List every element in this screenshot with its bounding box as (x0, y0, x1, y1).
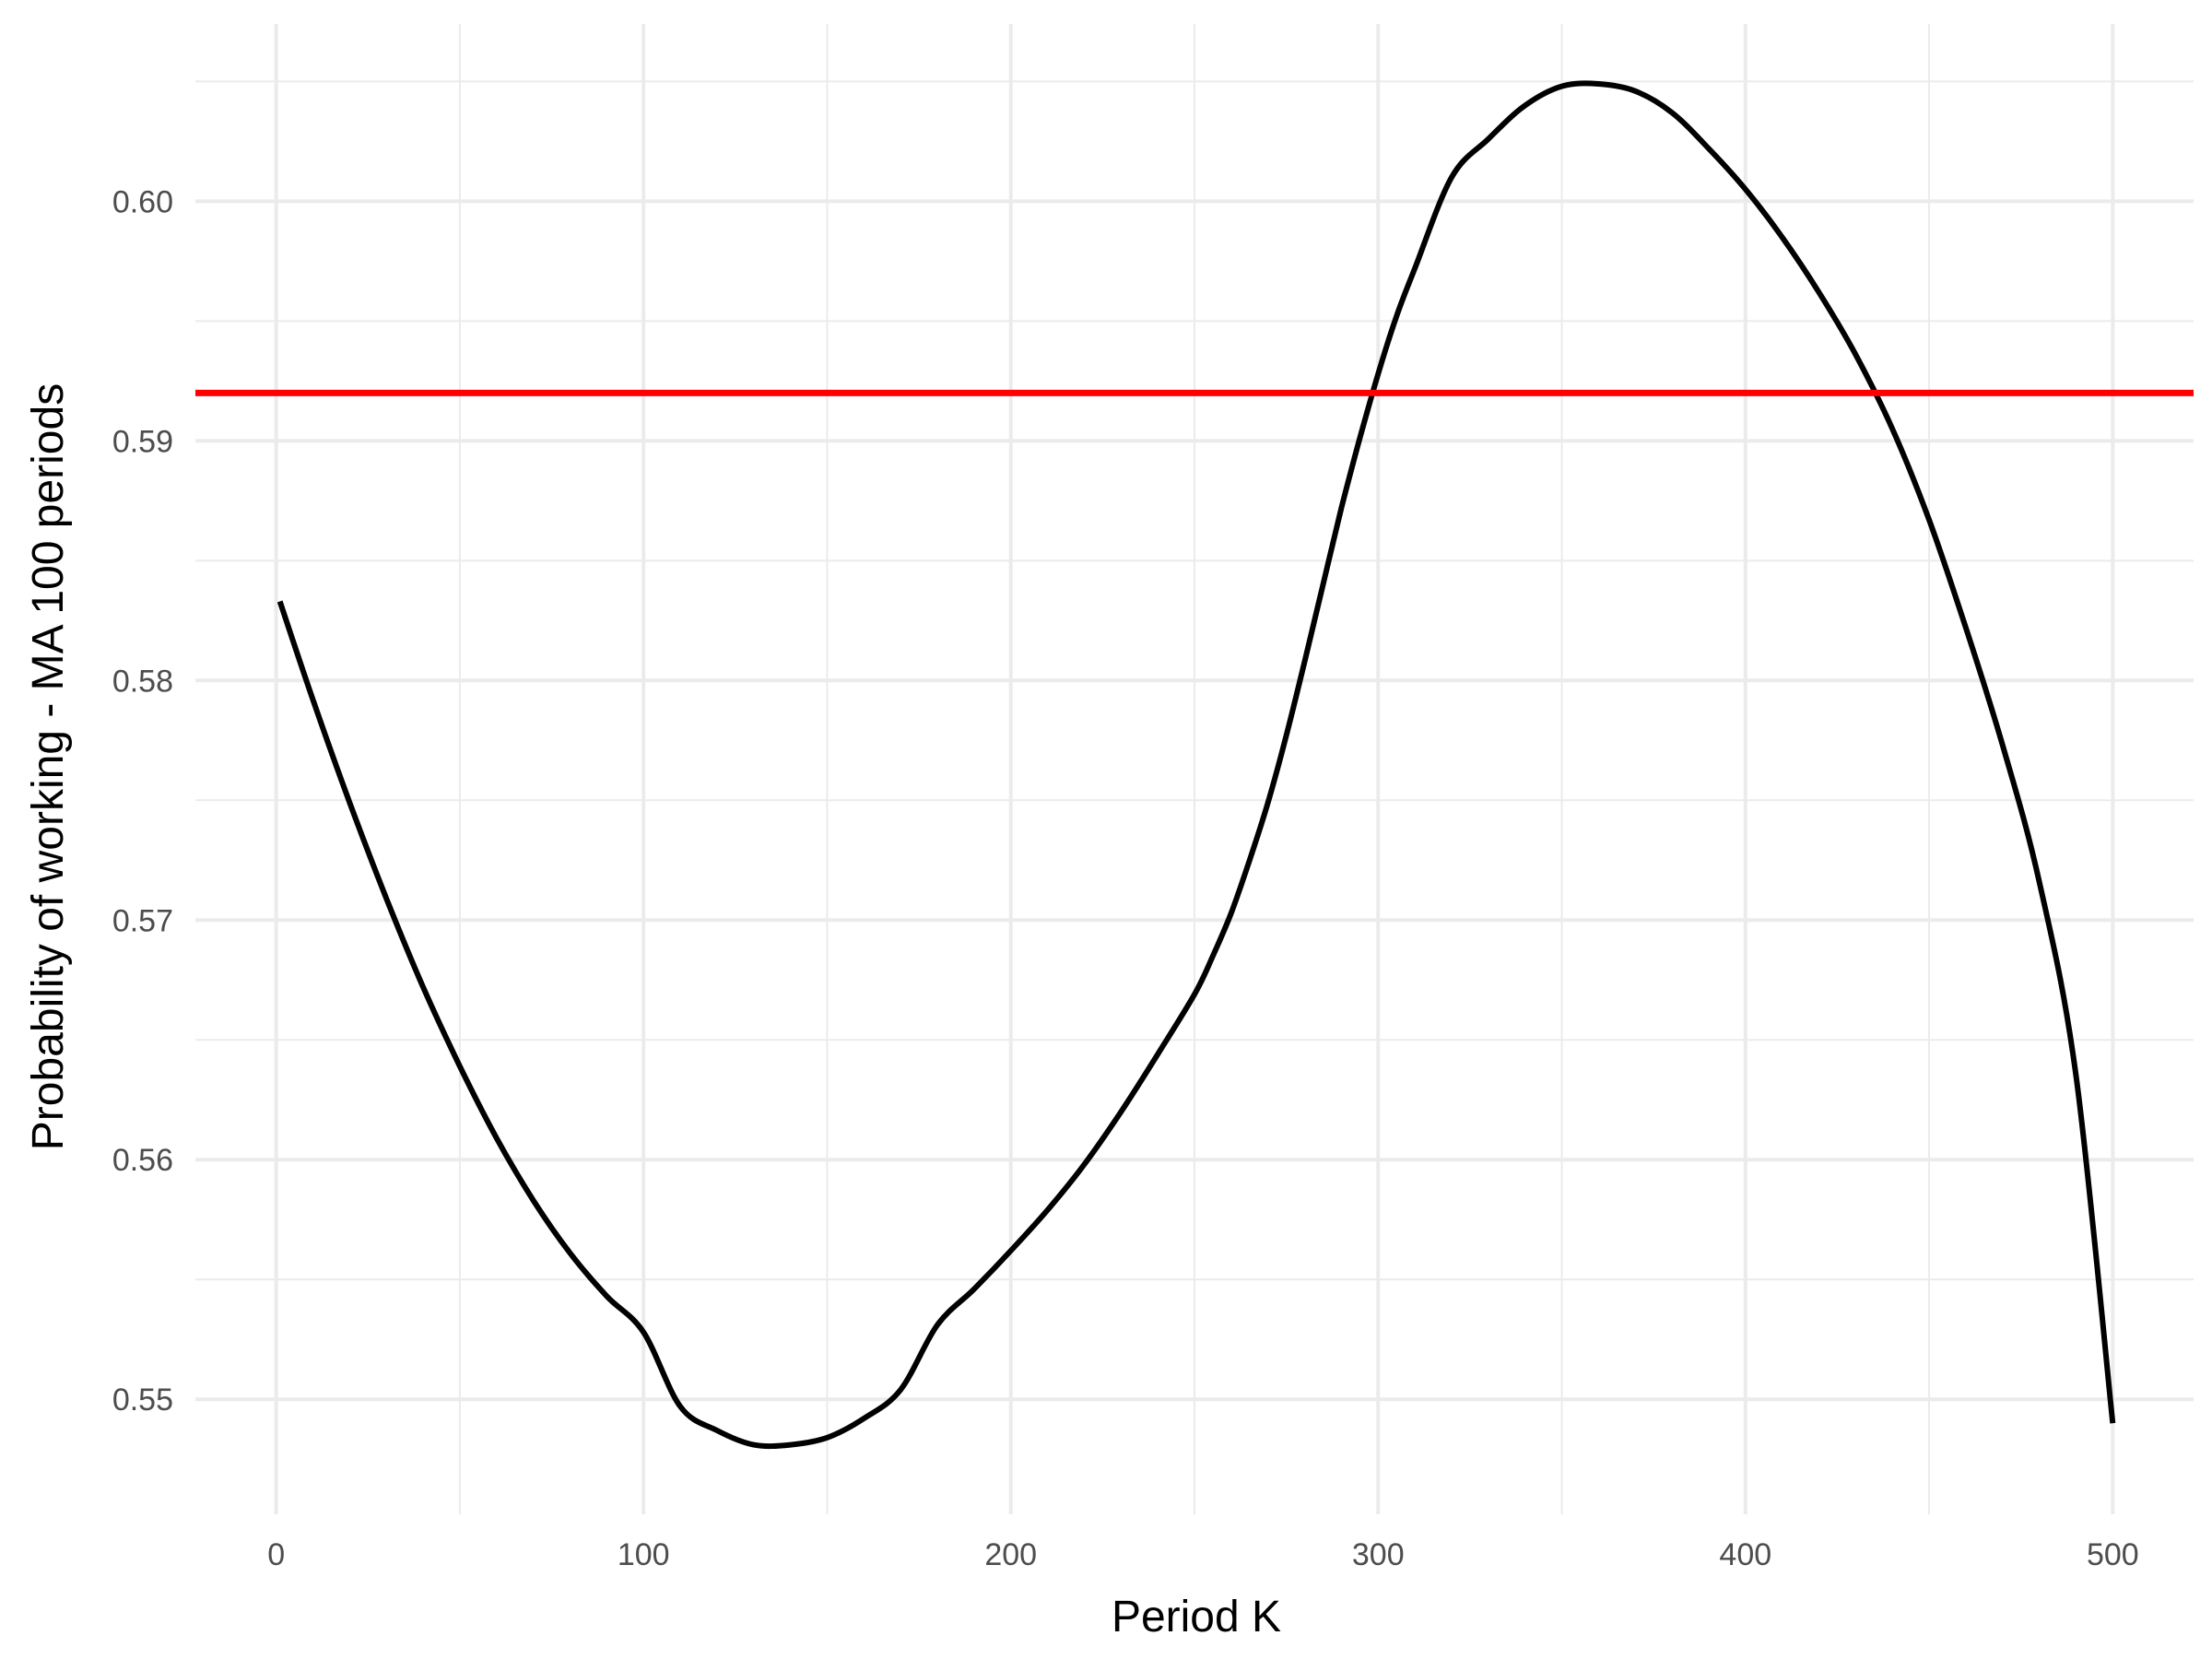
x-tick-label: 300 (1352, 1537, 1405, 1572)
grid (195, 24, 2194, 1514)
x-axis-title: Period K (1112, 1593, 1281, 1641)
x-tick-label: 400 (1719, 1537, 1771, 1572)
y-tick-label: 0.60 (112, 184, 173, 219)
y-axis-title: Probability of working - MA 100 periods (24, 383, 73, 1150)
series-line-probability (276, 80, 2116, 1450)
x-tick-label: 200 (984, 1537, 1037, 1572)
series-layer (195, 80, 2194, 1450)
x-tick-label: 100 (618, 1537, 670, 1572)
x-tick-label: 500 (2087, 1537, 2139, 1572)
y-tick-label: 0.58 (112, 664, 173, 699)
y-tick-label: 0.57 (112, 903, 173, 938)
y-tick-label: 0.59 (112, 424, 173, 459)
tick-labels: 0 100 200 300 400 500 0.55 0.56 0.57 0.58 0.59 0.60 (112, 184, 2139, 1572)
y-tick-label: 0.56 (112, 1143, 173, 1178)
y-tick-label: 0.55 (112, 1382, 173, 1418)
x-tick-label: 0 (267, 1537, 285, 1572)
